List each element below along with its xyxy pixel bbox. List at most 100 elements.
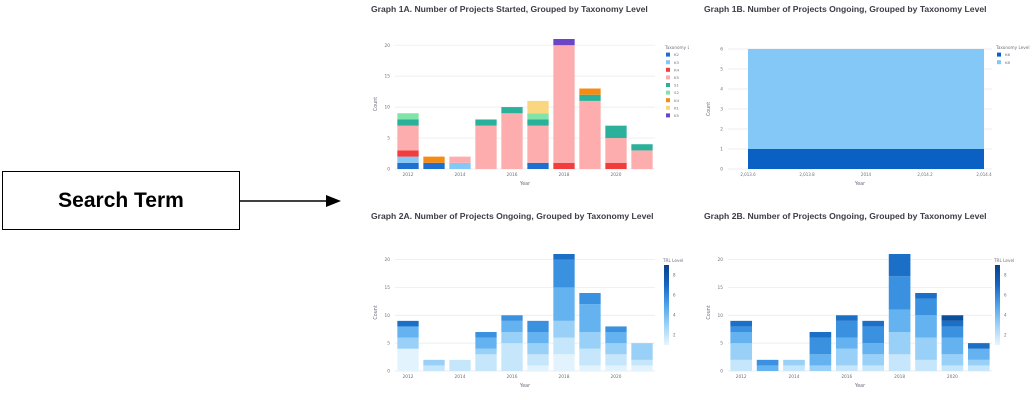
bar-segment <box>553 337 575 355</box>
x-tick-label: 2014 <box>861 172 872 177</box>
y-tick-label: 4 <box>720 87 723 93</box>
legend-swatch <box>997 60 1001 65</box>
bar-segment <box>475 119 497 126</box>
bar-segment <box>967 343 990 349</box>
legend-item-label: K6 <box>1005 52 1011 57</box>
bar-segment <box>730 343 753 360</box>
bar-segment <box>915 298 937 316</box>
bar-segment <box>888 254 911 277</box>
x-tick-label: 2014 <box>789 374 800 380</box>
bar-segment <box>553 45 575 163</box>
x-tick-label: 2020 <box>611 172 622 178</box>
bar-segment <box>449 156 471 163</box>
y-tick-label: 10 <box>718 313 724 319</box>
x-tick-label: 2012 <box>403 172 414 178</box>
bar-segment <box>527 113 549 120</box>
graph-1a-panel: Graph 1A. Number of Projects Started, Gr… <box>371 4 689 194</box>
y-tick-label: 2 <box>720 127 723 133</box>
x-tick-label: 2012 <box>736 374 747 380</box>
y-tick-label: 20 <box>385 257 391 263</box>
x-axis-label: Year <box>854 383 865 389</box>
bar-segment <box>941 337 964 355</box>
bar-segment <box>888 309 911 332</box>
legend-item-label: K4 <box>674 67 680 72</box>
x-tick-label: 2020 <box>611 374 622 380</box>
bar-segment <box>501 343 523 371</box>
bar-segment <box>809 354 832 366</box>
x-tick-label: 2,013.8 <box>799 172 815 177</box>
bar-segment <box>397 119 419 126</box>
x-tick-label: 2014 <box>455 172 466 178</box>
bar-segment <box>527 162 549 169</box>
x-tick-label: 2016 <box>507 172 518 178</box>
bar-segment <box>579 365 601 371</box>
bar-segment <box>579 88 601 95</box>
y-tick-label: 5 <box>720 67 723 73</box>
bar-segment <box>888 354 911 371</box>
area-series <box>748 149 984 169</box>
bar-segment <box>862 354 885 366</box>
legend-title: TRL Level <box>993 258 1014 263</box>
x-tick-label: 2018 <box>559 374 570 380</box>
legend-item-label: K4 <box>674 98 680 103</box>
y-tick-label: 20 <box>385 43 391 49</box>
colorbar-tick-label: 6 <box>1004 293 1007 298</box>
bar-segment <box>915 315 937 338</box>
legend-item-label: K1 <box>674 105 680 110</box>
bar-segment <box>397 348 419 371</box>
y-tick-label: 3 <box>720 107 723 113</box>
y-axis-label: Count <box>373 305 379 319</box>
bar-segment <box>835 348 858 366</box>
y-tick-label: 20 <box>718 257 724 263</box>
bar-segment <box>397 337 419 349</box>
legend-title: TRL Level <box>662 258 683 263</box>
bar-segment <box>605 332 627 344</box>
bar-segment <box>475 337 497 349</box>
bar-segment <box>475 348 497 355</box>
legend-item-label: K5 <box>674 75 680 80</box>
bar-segment <box>527 343 549 355</box>
bar-segment <box>423 365 445 371</box>
bar-segment <box>967 348 990 360</box>
legend-swatch <box>997 52 1001 57</box>
bar-segment <box>527 332 549 344</box>
x-tick-label: 2,014.2 <box>917 172 933 177</box>
bar-segment <box>527 320 549 332</box>
bar-segment <box>553 287 575 321</box>
bar-segment <box>941 326 964 338</box>
bar-segment <box>915 337 937 360</box>
graph-1a-title: Graph 1A. Number of Projects Started, Gr… <box>371 4 648 14</box>
bar-segment <box>449 162 471 169</box>
bar-segment <box>423 156 445 163</box>
x-axis-label: Year <box>519 383 530 389</box>
y-tick-label: 5 <box>387 341 390 347</box>
bar-segment <box>862 343 885 355</box>
bar-segment <box>809 332 832 338</box>
bar-segment <box>553 162 575 169</box>
x-tick-label: 2,013.6 <box>740 172 756 177</box>
bar-segment <box>397 162 419 169</box>
legend-item-label: K5 <box>674 113 680 118</box>
bar-segment <box>423 359 445 366</box>
bar-segment <box>397 156 419 163</box>
x-tick-label: 2018 <box>894 374 905 380</box>
bar-segment <box>631 359 653 366</box>
colorbar <box>995 265 1000 345</box>
bar-segment <box>835 365 858 371</box>
colorbar <box>664 265 669 345</box>
bar-segment <box>605 365 627 371</box>
bar-segment <box>527 354 549 366</box>
x-axis-label: Year <box>519 181 530 187</box>
legend-swatch <box>666 75 670 80</box>
bar-segment <box>631 343 653 360</box>
legend-item-label: K2 <box>674 52 680 57</box>
bar-segment <box>527 100 549 114</box>
bar-segment <box>501 320 523 332</box>
bar-segment <box>862 365 885 371</box>
bar-segment <box>501 107 523 114</box>
y-tick-label: 5 <box>387 136 390 142</box>
legend-swatch <box>666 105 670 110</box>
bar-segment <box>579 293 601 305</box>
bar-segment <box>730 332 753 344</box>
bar-segment <box>631 150 653 169</box>
